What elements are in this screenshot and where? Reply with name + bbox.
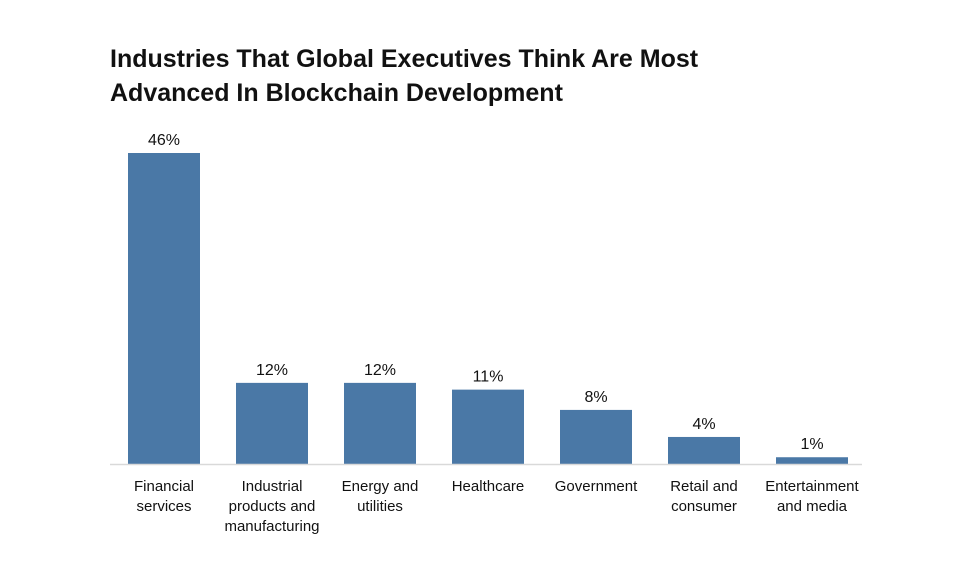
category-label-5-line-0: Retail and [670, 478, 738, 495]
category-label-6-line-1: and media [777, 498, 848, 515]
category-label-6-line-0: Entertainment [765, 478, 859, 495]
category-label-5: Retail and consumer [670, 478, 738, 515]
bar-2 [344, 382, 416, 464]
category-label-3: Healthcare [452, 478, 525, 495]
bar-1 [236, 382, 308, 464]
bar-0 [128, 153, 200, 464]
data-label-6: 1% [800, 436, 823, 453]
data-label-1: 12% [256, 362, 288, 379]
category-label-1: Industrial products and manufacturing [224, 478, 319, 535]
data-label-4: 8% [584, 389, 607, 406]
data-label-0: 46% [148, 132, 180, 149]
category-label-1-line-2: manufacturing [224, 518, 319, 535]
category-label-2-line-1: utilities [357, 498, 403, 515]
category-label-0-line-0: Financial [134, 478, 194, 495]
category-label-0-line-1: services [136, 498, 191, 515]
bar-6 [776, 457, 848, 464]
chart-title: Industries That Global Executives Think … [110, 42, 810, 110]
data-label-3: 11% [473, 369, 504, 386]
data-label-2: 12% [364, 362, 396, 379]
chart-title-line-2: Advanced In Blockchain Development [110, 79, 563, 107]
bar-3 [452, 389, 524, 464]
category-label-6: Entertainment and media [765, 478, 859, 515]
category-label-4: Government [555, 478, 638, 495]
category-label-1-line-1: products and [229, 498, 316, 515]
chart-title-line-1: Industries That Global Executives Think … [110, 45, 699, 73]
category-label-4-line-0: Government [555, 478, 638, 495]
bar-5 [668, 436, 740, 464]
category-label-3-line-0: Healthcare [452, 478, 525, 495]
category-label-0: Financial services [134, 478, 194, 515]
category-label-1-line-0: Industrial [242, 478, 303, 495]
bar-4 [560, 409, 632, 464]
category-label-2: Energy and utilities [342, 478, 419, 515]
data-label-5: 4% [692, 416, 715, 433]
category-label-5-line-1: consumer [671, 498, 737, 515]
category-label-2-line-0: Energy and [342, 478, 419, 495]
